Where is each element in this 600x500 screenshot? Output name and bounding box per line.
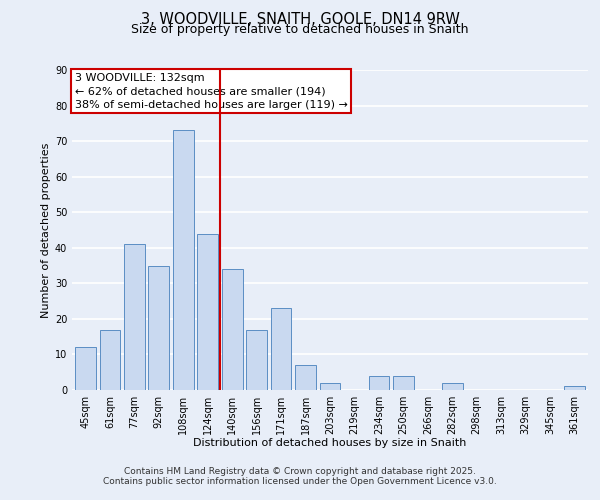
Bar bbox=[197, 234, 218, 390]
Bar bbox=[222, 269, 242, 390]
Bar bbox=[100, 330, 120, 390]
Y-axis label: Number of detached properties: Number of detached properties bbox=[41, 142, 50, 318]
Bar bbox=[442, 383, 463, 390]
Bar bbox=[173, 130, 194, 390]
Bar bbox=[124, 244, 145, 390]
X-axis label: Distribution of detached houses by size in Snaith: Distribution of detached houses by size … bbox=[193, 438, 467, 448]
Text: Size of property relative to detached houses in Snaith: Size of property relative to detached ho… bbox=[131, 22, 469, 36]
Bar bbox=[148, 266, 169, 390]
Bar bbox=[320, 383, 340, 390]
Bar bbox=[564, 386, 585, 390]
Bar bbox=[75, 348, 96, 390]
Text: Contains HM Land Registry data © Crown copyright and database right 2025.: Contains HM Land Registry data © Crown c… bbox=[124, 467, 476, 476]
Bar bbox=[393, 376, 414, 390]
Text: 3 WOODVILLE: 132sqm
← 62% of detached houses are smaller (194)
38% of semi-detac: 3 WOODVILLE: 132sqm ← 62% of detached ho… bbox=[74, 73, 347, 110]
Text: 3, WOODVILLE, SNAITH, GOOLE, DN14 9RW: 3, WOODVILLE, SNAITH, GOOLE, DN14 9RW bbox=[140, 12, 460, 28]
Bar bbox=[271, 308, 292, 390]
Bar bbox=[368, 376, 389, 390]
Bar bbox=[246, 330, 267, 390]
Bar bbox=[295, 365, 316, 390]
Text: Contains public sector information licensed under the Open Government Licence v3: Contains public sector information licen… bbox=[103, 477, 497, 486]
